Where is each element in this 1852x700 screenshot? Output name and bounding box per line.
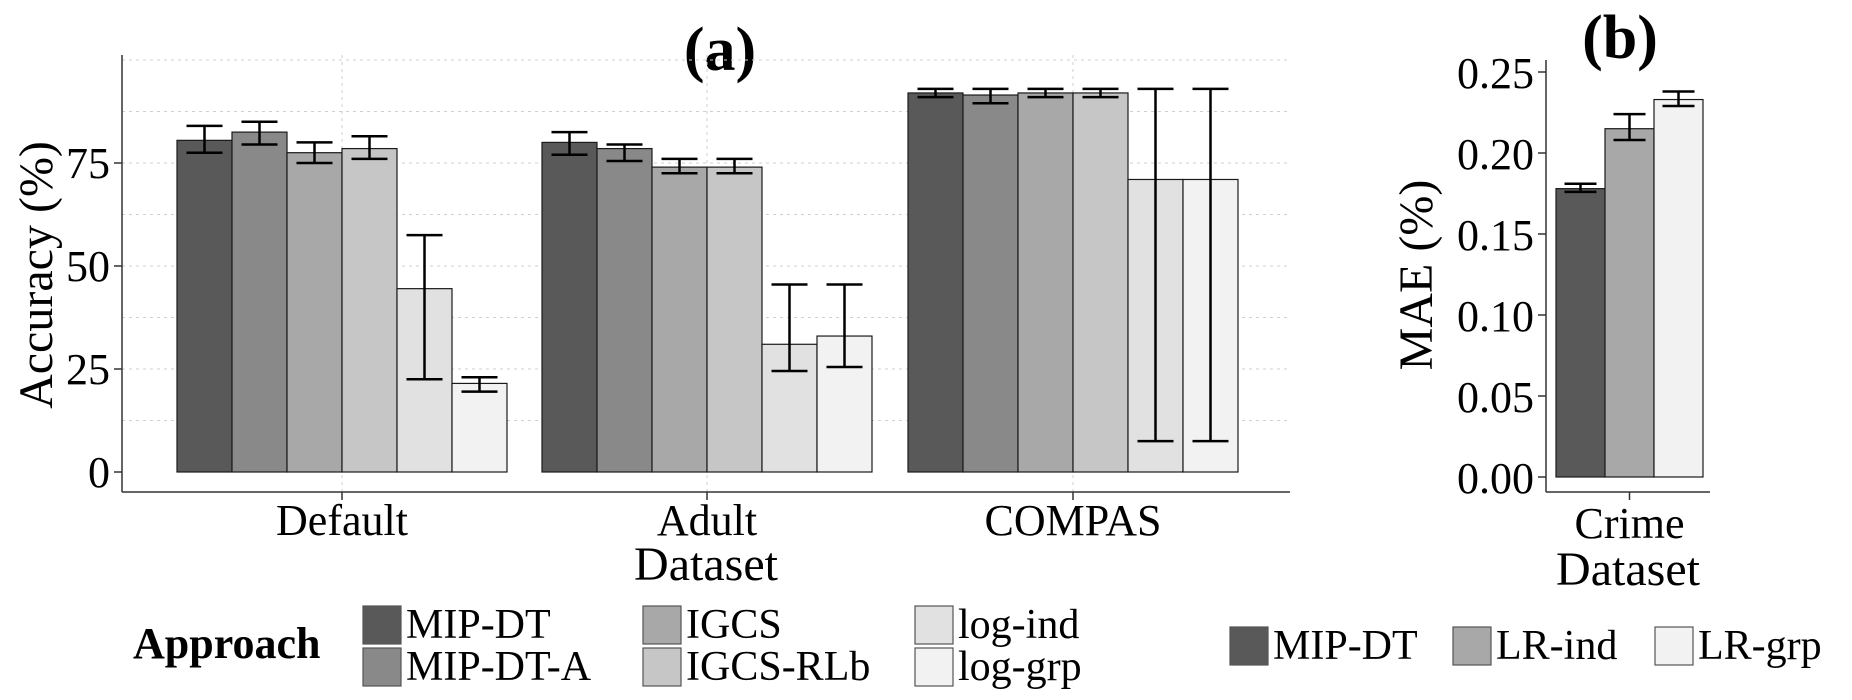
y-tick-label: 0.15	[1457, 211, 1534, 260]
legend-label-log-ind: log-ind	[958, 602, 1079, 648]
panel-b-legend: MIP-DT LR-ind LR-grp	[1229, 623, 1822, 669]
bar-mip-dt-a-default	[231, 131, 288, 473]
legend-label-mip-dt: MIP-DT	[406, 602, 551, 648]
legend-label-lr-grp: LR-grp	[1698, 623, 1822, 669]
panel-a: (a) 0 25 50 75 Default Adult COMPAS Dataset A…	[10, 16, 1290, 591]
legend-label-mip-dt-a: MIP-DT-A	[406, 644, 592, 690]
y-tick-label: 0.25	[1457, 49, 1534, 98]
panel-b: (b) 0.00 0.05 0.10 0.15 0.20 0.25 Crime Datas…	[1390, 4, 1710, 596]
panel-a-x-axis-title: Dataset	[634, 538, 779, 591]
legend-swatch-igcs-rlb	[642, 647, 682, 687]
legend-label-igcs-rlb: IGCS-RLb	[686, 644, 870, 690]
legend-label-igcs: IGCS	[686, 602, 782, 648]
legend-swatch-mip-dt-a	[362, 647, 402, 687]
panel-b-y-axis-title: MAE (%)	[1390, 180, 1443, 371]
x-tick-label-compas: COMPAS	[985, 496, 1162, 545]
panel-a-bars	[176, 92, 1239, 473]
panel-b-title: (b)	[1582, 4, 1658, 72]
panel-a-y-axis-title: Accuracy (%)	[10, 141, 63, 409]
panel-a-error-bars	[186, 87, 1229, 443]
x-tick-label-default: Default	[276, 496, 408, 545]
panel-b-bars	[1555, 98, 1704, 478]
bar-mip-dt-adult	[541, 141, 598, 473]
bar-igcs-rlb-compas	[1072, 92, 1129, 473]
y-tick-label: 50	[66, 242, 110, 291]
legend-swatch-mip-dt	[1229, 626, 1269, 666]
panel-b-error-bars	[1564, 90, 1695, 194]
bar-mip-dt-a-compas	[962, 94, 1019, 473]
y-tick-label: 0.00	[1457, 454, 1534, 503]
legend-title: Approach	[133, 619, 320, 668]
bar-igcs-rlb-adult	[706, 166, 763, 473]
y-tick-label: 0	[88, 448, 110, 497]
legend-swatch-mip-dt	[362, 605, 402, 645]
bar-igcs-rlb-default	[341, 147, 398, 473]
legend-label-lr-ind: LR-ind	[1496, 623, 1617, 669]
panel-b-y-ticks: 0.00 0.05 0.10 0.15 0.20 0.25	[1457, 49, 1546, 503]
panel-a-title: (a)	[684, 16, 756, 84]
y-tick-label: 75	[66, 139, 110, 188]
y-tick-label: 0.05	[1457, 373, 1534, 422]
x-tick-label-crime: Crime	[1575, 499, 1685, 548]
bar-mip-dt-crime	[1555, 188, 1606, 478]
bar-igcs-compas	[1017, 92, 1074, 473]
panel-b-x-ticks: Crime	[1575, 492, 1685, 548]
legend-swatch-lr-ind	[1452, 626, 1492, 666]
bar-igcs-default	[286, 152, 343, 473]
y-tick-label: 25	[66, 345, 110, 394]
legend-swatch-igcs	[642, 605, 682, 645]
panel-a-x-ticks: Default Adult COMPAS	[276, 492, 1161, 545]
bar-mip-dt-a-adult	[596, 147, 653, 473]
legend-swatch-log-ind	[914, 605, 954, 645]
legend-label-mip-dt: MIP-DT	[1273, 623, 1418, 669]
y-tick-label: 0.10	[1457, 292, 1534, 341]
y-tick-label: 0.20	[1457, 130, 1534, 179]
bar-igcs-adult	[651, 166, 708, 473]
bar-mip-dt-default	[176, 139, 233, 473]
legend-swatch-lr-grp	[1654, 626, 1694, 666]
bar-log-grp-default	[451, 382, 508, 473]
panel-b-x-axis-title: Dataset	[1556, 543, 1701, 596]
bar-lr-ind-crime	[1604, 128, 1655, 478]
legend-label-log-grp: log-grp	[958, 644, 1082, 690]
bar-lr-grp-crime	[1653, 98, 1704, 478]
bar-mip-dt-compas	[907, 92, 964, 473]
panel-a-y-ticks: 0 25 50 75	[66, 139, 122, 497]
legend-swatch-log-grp	[914, 647, 954, 687]
x-tick-label-adult: Adult	[657, 496, 757, 545]
